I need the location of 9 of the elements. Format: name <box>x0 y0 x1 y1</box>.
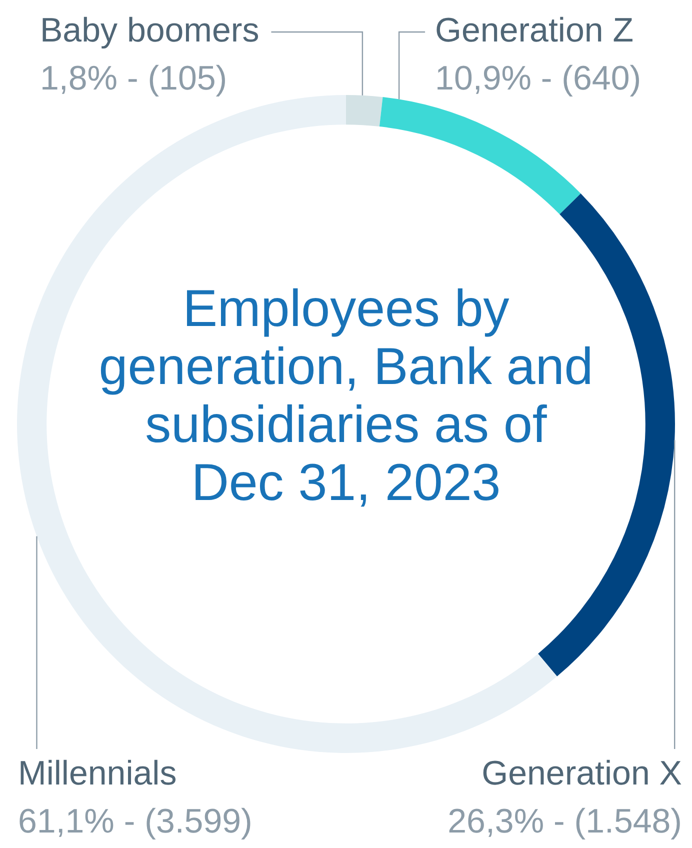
data-label: 26,3% - (1.548) <box>448 802 682 840</box>
data-label: 1,8% - (105) <box>40 59 228 98</box>
slice-label: Generation Z <box>435 11 634 50</box>
data-label: 10,9% - (640) <box>435 59 642 98</box>
text: Employees by generation, Bank and subsidiaries as of Dec 31, 2023 <box>98 280 594 512</box>
data-label: 61,1% - (3.599) <box>18 802 252 840</box>
slice-label: Baby boomers <box>40 11 260 50</box>
slice-label: Generation X <box>482 754 682 792</box>
slice-label: Millennials <box>18 754 177 792</box>
